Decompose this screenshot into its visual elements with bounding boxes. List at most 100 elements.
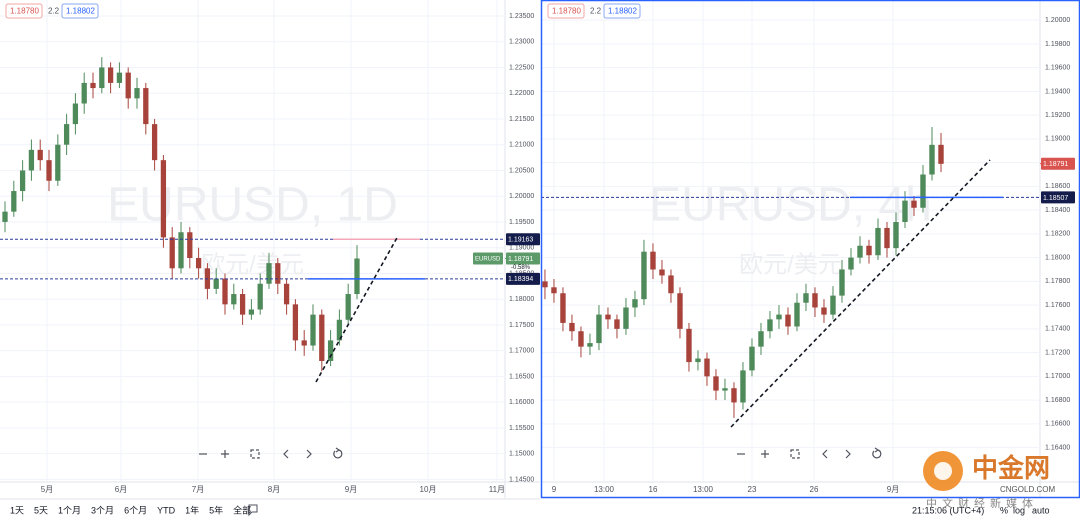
candle-body bbox=[275, 263, 281, 284]
last-price-label-box bbox=[506, 252, 540, 265]
y-tick-label: 1.17600 bbox=[1045, 302, 1070, 309]
reset[interactable] bbox=[872, 447, 882, 459]
candle-body bbox=[239, 294, 246, 315]
y-tick-label: 1.19600 bbox=[1045, 65, 1070, 72]
candle-body bbox=[19, 170, 26, 192]
range-button[interactable]: 全部 bbox=[233, 504, 251, 515]
candle-body bbox=[794, 302, 800, 327]
fullscreen[interactable] bbox=[250, 449, 260, 459]
candle-body bbox=[695, 358, 701, 363]
price-line-label-box bbox=[506, 272, 540, 285]
spread: 2.2 bbox=[48, 7, 60, 16]
y-tick-label: 1.18000 bbox=[1045, 254, 1070, 261]
scroll-left[interactable] bbox=[283, 449, 289, 459]
watermark-sub: 欧元/美元 bbox=[201, 251, 304, 278]
zoom-in[interactable] bbox=[221, 450, 229, 458]
y-tick-label: 1.18000 bbox=[509, 296, 534, 303]
candle-body bbox=[650, 251, 656, 270]
y-tick-label: 1.23500 bbox=[509, 13, 534, 20]
logo-name: 中金网 bbox=[972, 453, 1050, 483]
range-button[interactable]: YTD bbox=[157, 505, 176, 515]
reset[interactable] bbox=[333, 447, 343, 459]
bid: 1.18780 bbox=[552, 7, 581, 16]
last-price-label: 1.18791 bbox=[508, 256, 533, 263]
last-price-label: 1.18791 bbox=[1043, 161, 1068, 168]
price-line-label: 1.18507 bbox=[1043, 195, 1068, 202]
y-tick-label: 1.14500 bbox=[509, 476, 534, 483]
candle-body bbox=[776, 314, 782, 320]
candle-body bbox=[231, 294, 237, 305]
candle-body bbox=[758, 331, 764, 347]
y-tick-label: 1.16600 bbox=[1045, 421, 1070, 428]
candle-body bbox=[116, 72, 123, 83]
x-tick-label: 7月 bbox=[192, 485, 204, 494]
candle-body bbox=[195, 257, 202, 269]
candle-body bbox=[641, 251, 647, 300]
logo-icon bbox=[934, 462, 952, 480]
range-button[interactable]: 1个月 bbox=[58, 505, 81, 515]
scroll-right[interactable] bbox=[306, 449, 312, 459]
bid-box bbox=[5, 3, 43, 19]
y-tick-label: 1.19200 bbox=[1045, 112, 1070, 119]
candle-body bbox=[677, 293, 683, 329]
candle-body bbox=[803, 293, 809, 303]
range-button[interactable]: 5年 bbox=[209, 504, 223, 515]
candle-body bbox=[929, 144, 935, 175]
percent-toggle[interactable]: % bbox=[1000, 505, 1008, 515]
candle-body bbox=[596, 314, 602, 344]
candle-body bbox=[28, 149, 35, 171]
candle-body bbox=[857, 245, 863, 258]
range-button[interactable]: 5天 bbox=[34, 505, 48, 515]
candle-body bbox=[821, 307, 827, 315]
candle-body bbox=[623, 307, 629, 329]
candle-body bbox=[920, 174, 926, 208]
y-tick-label: 1.19500 bbox=[509, 219, 534, 226]
spread: 2.2 bbox=[590, 7, 602, 16]
candle-body bbox=[659, 269, 665, 276]
logo-domain: CNGOLD.COM bbox=[1000, 485, 1055, 494]
candle-body bbox=[884, 227, 890, 249]
candle-body bbox=[90, 82, 96, 89]
x-tick-label: 16 bbox=[649, 485, 658, 494]
log-toggle[interactable]: log bbox=[1013, 505, 1025, 515]
y-tick-label: 1.18600 bbox=[1045, 183, 1070, 190]
candle-body bbox=[560, 293, 566, 323]
candle-body bbox=[160, 160, 167, 238]
candle-body bbox=[151, 124, 158, 161]
logo-slogan: 中文财经新媒体 bbox=[926, 496, 1038, 510]
candle-body bbox=[72, 103, 79, 125]
fullscreen[interactable] bbox=[790, 449, 800, 459]
scroll-right[interactable] bbox=[845, 449, 851, 459]
nav-buttons[interactable] bbox=[199, 447, 882, 459]
candle-body bbox=[222, 278, 228, 305]
y-tick-label: 1.17800 bbox=[1045, 278, 1070, 285]
candle-body bbox=[578, 331, 584, 347]
y-tick-label: 1.17400 bbox=[1045, 326, 1070, 333]
price-line-label-box bbox=[1041, 191, 1075, 204]
price-line-label: 1.18394 bbox=[508, 276, 533, 283]
range-button[interactable]: 3个月 bbox=[91, 505, 114, 515]
candle-body bbox=[266, 263, 272, 284]
x-tick-label: 5月 bbox=[41, 485, 53, 494]
y-tick-label: 1.21500 bbox=[509, 116, 534, 123]
auto-toggle[interactable]: auto bbox=[1032, 505, 1050, 515]
candle-body bbox=[731, 388, 737, 403]
clock: 21:15:06 (UTC+4) bbox=[912, 505, 984, 515]
range-button[interactable]: 1年 bbox=[185, 504, 199, 515]
y-tick-label: 1.20000 bbox=[509, 193, 534, 200]
watermark: EURUSD, 4h bbox=[649, 179, 932, 232]
x-tick-label: 6月 bbox=[115, 485, 127, 494]
range-button[interactable]: 6个月 bbox=[124, 505, 147, 515]
candle-body bbox=[551, 287, 557, 294]
candle-body bbox=[301, 340, 307, 346]
x-tick-label: 9月 bbox=[345, 485, 357, 494]
candle-body bbox=[749, 346, 755, 371]
y-tick-label: 1.15500 bbox=[509, 425, 534, 432]
x-tick-label: 8月 bbox=[268, 485, 280, 494]
zoom-in[interactable] bbox=[761, 450, 769, 458]
compare-icon[interactable] bbox=[248, 504, 258, 517]
range-button[interactable]: 1天 bbox=[10, 505, 24, 515]
symbol-tag: EURUSD bbox=[475, 257, 501, 263]
scroll-left[interactable] bbox=[822, 449, 828, 459]
y-tick-label: 1.19400 bbox=[1045, 88, 1070, 95]
